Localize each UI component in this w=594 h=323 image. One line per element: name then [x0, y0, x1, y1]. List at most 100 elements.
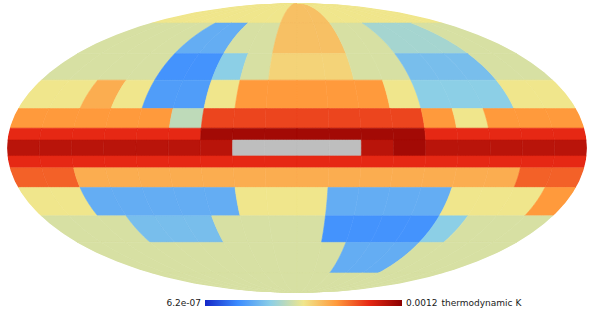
- sky-cell: [166, 3, 297, 23]
- sky-cell: [240, 216, 272, 243]
- sky-cell: [40, 156, 74, 168]
- sky-cell: [232, 3, 297, 23]
- sky-cell: [273, 23, 297, 54]
- sky-cell: [8, 156, 42, 168]
- sky-cell: [233, 156, 265, 168]
- sky-cell: [390, 168, 425, 188]
- sky-cell: [493, 54, 554, 81]
- sky-cell: [72, 140, 105, 156]
- sky-cell: [545, 109, 584, 129]
- sky-cell: [359, 168, 393, 188]
- sky-cell: [201, 156, 234, 168]
- sky-cell: [201, 128, 234, 140]
- sky-cell: [297, 187, 328, 215]
- sky-cell: [361, 156, 394, 168]
- sky-cell: [204, 187, 240, 215]
- sky-cell: [264, 3, 297, 23]
- sky-cell: [199, 3, 297, 23]
- sky-cell: [297, 80, 328, 108]
- sky-cell: [457, 156, 490, 168]
- sky-cell: [458, 140, 490, 156]
- sky-cell: [554, 140, 587, 156]
- sky-cell: [168, 140, 200, 156]
- sky-cell: [264, 273, 297, 293]
- sky-cell: [150, 3, 297, 23]
- sky-cell: [488, 128, 522, 140]
- sky-cell: [106, 109, 142, 129]
- sky-cell: [200, 140, 232, 156]
- sky-cell: [297, 273, 428, 293]
- sky-cell: [552, 156, 586, 168]
- sky-cell: [425, 128, 458, 140]
- masked-cell: [297, 140, 329, 156]
- sky-cell: [297, 54, 325, 81]
- sky-cell: [359, 109, 393, 129]
- sky-cell: [273, 242, 297, 273]
- sky-cell: [104, 128, 137, 140]
- sky-cell: [297, 168, 329, 188]
- sky-cell: [215, 3, 297, 23]
- sky-cell: [490, 140, 523, 156]
- sky-cell: [328, 109, 361, 129]
- sky-cell: [483, 168, 520, 188]
- sky-cell: [39, 140, 72, 156]
- sky-cell: [169, 109, 204, 129]
- sky-cell: [136, 156, 169, 168]
- sky-cell: [233, 168, 266, 188]
- sky-cell: [233, 128, 265, 140]
- sky-cell: [266, 187, 297, 215]
- sky-cell: [452, 168, 488, 188]
- sky-cell: [232, 273, 297, 293]
- sky-cell: [106, 168, 142, 188]
- sky-cell: [8, 128, 42, 140]
- sky-cell: [328, 168, 361, 188]
- sky-cell: [525, 80, 576, 108]
- sky-cell: [281, 3, 297, 23]
- sky-cell: [235, 80, 269, 108]
- sky-cell: [269, 216, 297, 243]
- sky-cell: [166, 273, 297, 293]
- sky-cell: [329, 128, 361, 140]
- sky-cell: [40, 128, 74, 140]
- sky-cell: [421, 109, 457, 129]
- masked-cell: [265, 140, 297, 156]
- sky-cell: [183, 3, 297, 23]
- sky-cell: [266, 80, 297, 108]
- sky-cell: [240, 54, 272, 81]
- sky-cell: [361, 140, 393, 156]
- sky-cell: [136, 128, 169, 140]
- sky-cell: [265, 168, 297, 188]
- sky-cell: [552, 128, 586, 140]
- sky-cell: [522, 140, 555, 156]
- sky-cell: [488, 156, 522, 168]
- sky-cell: [390, 109, 425, 129]
- sky-cell: [136, 140, 168, 156]
- sky-cell: [297, 109, 329, 129]
- sky-cell: [265, 128, 297, 140]
- colorbar-tick-label: 6.2e-07: [166, 298, 201, 308]
- sky-cell: [104, 140, 136, 156]
- sky-map-figure: 6.2e-07 0.0012 thermodynamic K: [0, 0, 594, 323]
- sky-cell: [520, 156, 554, 168]
- sky-cell: [215, 273, 297, 293]
- colorbar: [205, 300, 402, 306]
- sky-cell: [393, 128, 426, 140]
- sky-cell: [525, 187, 576, 215]
- sky-cells: [7, 3, 587, 293]
- masked-cell: [233, 140, 265, 156]
- colorbar-unit: thermodynamic K: [442, 298, 523, 308]
- sky-cell: [297, 3, 444, 23]
- sky-cell: [325, 80, 359, 108]
- sky-cell: [104, 156, 137, 168]
- sky-cell: [297, 3, 428, 23]
- colorbar-tick-label: 0.0012: [406, 298, 438, 308]
- sky-cell: [74, 168, 111, 188]
- sky-cell: [168, 128, 201, 140]
- sky-cell: [201, 168, 235, 188]
- sky-cell: [183, 273, 297, 293]
- sky-cell: [493, 216, 554, 243]
- sky-cell: [421, 168, 457, 188]
- sky-cell: [201, 109, 235, 129]
- sky-cell: [520, 128, 554, 140]
- sky-cell: [428, 23, 517, 54]
